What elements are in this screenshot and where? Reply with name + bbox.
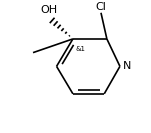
Text: OH: OH bbox=[40, 5, 57, 15]
Text: &1: &1 bbox=[75, 46, 85, 52]
Text: Cl: Cl bbox=[96, 2, 106, 12]
Text: N: N bbox=[123, 61, 132, 71]
